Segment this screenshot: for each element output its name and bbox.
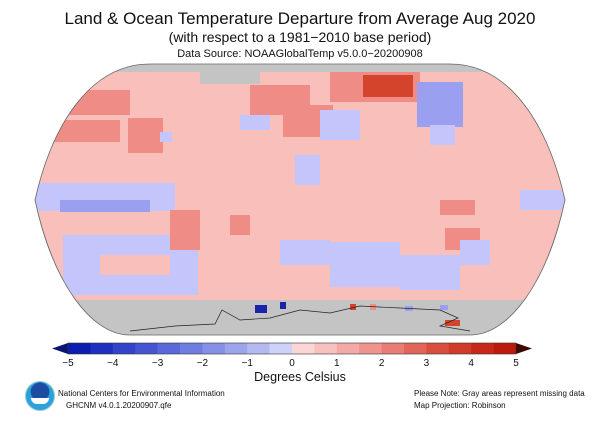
colorbar-segment (314, 343, 338, 354)
anomaly-cell (35, 120, 120, 142)
map-border (34, 63, 566, 336)
anomaly-cell (160, 132, 172, 142)
colorbar-segment (90, 343, 114, 354)
anomaly-cell (280, 240, 330, 265)
colorbar-tick-label: −2 (196, 358, 209, 369)
colorbar-segment (426, 343, 450, 354)
colorbar-tick-label: −3 (151, 358, 164, 369)
anomaly-cell (295, 155, 320, 185)
anomaly-cell (100, 255, 170, 275)
antarctica-coastline (129, 305, 471, 332)
colorbar-high-arrow (516, 343, 532, 354)
anomaly-cell (170, 210, 200, 250)
colorbar-label: Degrees Celsius (254, 370, 346, 384)
missing-data-note: Please Note: Gray areas represent missin… (414, 389, 585, 398)
colorbar-segment (269, 343, 293, 354)
colorbar-segment (493, 343, 517, 354)
anomaly-cell (430, 125, 455, 145)
anomaly-cell (440, 200, 475, 215)
projection-note: Map Projection: Robinson (414, 401, 506, 410)
colorbar-segment (112, 343, 136, 354)
colorbar-segment (336, 343, 360, 354)
colorbar-tick-label: 5 (513, 358, 519, 369)
map-subtitle: (with respect to a 1981−2010 base period… (168, 29, 432, 45)
colorbar-segment (292, 343, 315, 354)
anomaly-cell (128, 118, 163, 153)
anomaly-cell (230, 215, 250, 235)
anomaly-cell (200, 64, 260, 84)
anomaly-cell (280, 302, 286, 309)
anomaly-cell (520, 190, 565, 210)
colorbar-tick-label: 3 (423, 358, 430, 369)
anomaly-cell (417, 82, 463, 127)
colorbar-segment (180, 343, 203, 354)
anomaly-cell (330, 242, 400, 287)
colorbar-low-arrow (52, 343, 68, 354)
anomaly-cell (460, 240, 490, 265)
colorbar-tick-label: 4 (468, 358, 474, 369)
colorbar-segment (471, 343, 494, 354)
colorbar-segment (359, 343, 382, 354)
colorbar-segment (404, 343, 427, 354)
data-source: Data Source: NOAAGlobalTemp v5.0.0−20200… (177, 48, 423, 60)
colorbar-segment (202, 343, 226, 354)
colorbar-segment (135, 343, 158, 354)
anomaly-cell (400, 255, 460, 290)
colorbar-segment (247, 343, 270, 354)
colorbar-tick-label: 2 (378, 358, 385, 369)
colorbar-segment (381, 343, 405, 354)
map-title: Land & Ocean Temperature Departure from … (64, 9, 536, 28)
anomaly-cell (240, 115, 270, 130)
colorbar-segment (68, 343, 91, 354)
colorbar-tick-label: 0 (289, 358, 295, 369)
anomaly-cell (440, 305, 448, 310)
colorbar-segment (157, 343, 181, 354)
noaa-logo (25, 381, 55, 411)
colorbar-tick-label: −5 (62, 358, 74, 369)
colorbar-segment (224, 343, 248, 354)
anomaly-cell (35, 300, 565, 335)
anomaly-cell (60, 200, 150, 212)
org-name: National Centers for Environmental Infor… (58, 389, 225, 398)
anomaly-cell (35, 64, 565, 72)
colorbar-tick-label: 1 (334, 358, 340, 369)
anomaly-cell (363, 75, 413, 97)
anomaly-cell (445, 320, 460, 326)
dataset-version: GHCNM v4.0.1.20200907.qfe (66, 401, 172, 410)
colorbar-segment (448, 343, 472, 354)
colorbar-tick-label: −4 (107, 358, 119, 369)
colorbar-tick-label: −1 (241, 358, 253, 369)
colorbar-frame (67, 342, 517, 355)
anomaly-cell (320, 110, 360, 140)
anomaly-cell (255, 305, 267, 313)
colorbar (52, 342, 532, 355)
anomaly-cell (350, 304, 356, 310)
